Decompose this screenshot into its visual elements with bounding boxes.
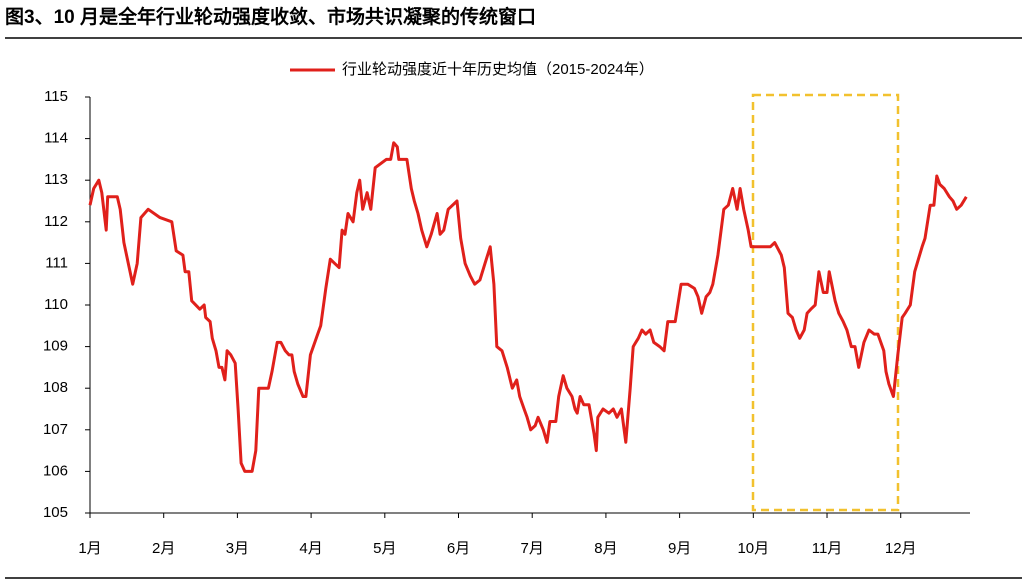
y-tick-label: 114 bbox=[44, 130, 68, 147]
x-tick-label: 5月 bbox=[373, 540, 396, 557]
y-tick-label: 112 bbox=[44, 213, 68, 230]
x-tick-label: 3月 bbox=[226, 540, 249, 557]
x-tick-label: 7月 bbox=[521, 540, 544, 557]
x-tick-label: 1月 bbox=[78, 540, 101, 557]
x-tick-label: 10月 bbox=[737, 540, 769, 557]
y-tick-label: 111 bbox=[45, 254, 68, 271]
y-tick-label: 105 bbox=[43, 504, 68, 521]
y-tick-label: 107 bbox=[43, 421, 68, 438]
x-tick-label: 11月 bbox=[812, 540, 843, 557]
highlight-box bbox=[751, 93, 900, 512]
x-tick-label: 4月 bbox=[299, 540, 322, 557]
chart-title: 图3、10 月是全年行业轮动强度收敛、市场共识凝聚的传统窗口 bbox=[5, 5, 536, 28]
y-tick-label: 108 bbox=[43, 379, 68, 396]
x-tick-label: 8月 bbox=[594, 540, 617, 557]
x-tick-label: 12月 bbox=[885, 540, 917, 557]
x-tick-label: 6月 bbox=[447, 540, 470, 557]
y-tick-label: 115 bbox=[44, 88, 68, 105]
y-tick-label: 106 bbox=[43, 462, 68, 479]
x-tick-label: 9月 bbox=[668, 540, 691, 557]
y-tick-label: 109 bbox=[43, 338, 68, 355]
y-tick-label: 113 bbox=[44, 171, 68, 188]
x-tick-label: 2月 bbox=[152, 540, 175, 557]
series-line bbox=[88, 141, 968, 473]
legend-label: 行业轮动强度近十年历史均值（2015-2024年） bbox=[342, 61, 654, 78]
y-tick-label: 110 bbox=[44, 296, 68, 313]
